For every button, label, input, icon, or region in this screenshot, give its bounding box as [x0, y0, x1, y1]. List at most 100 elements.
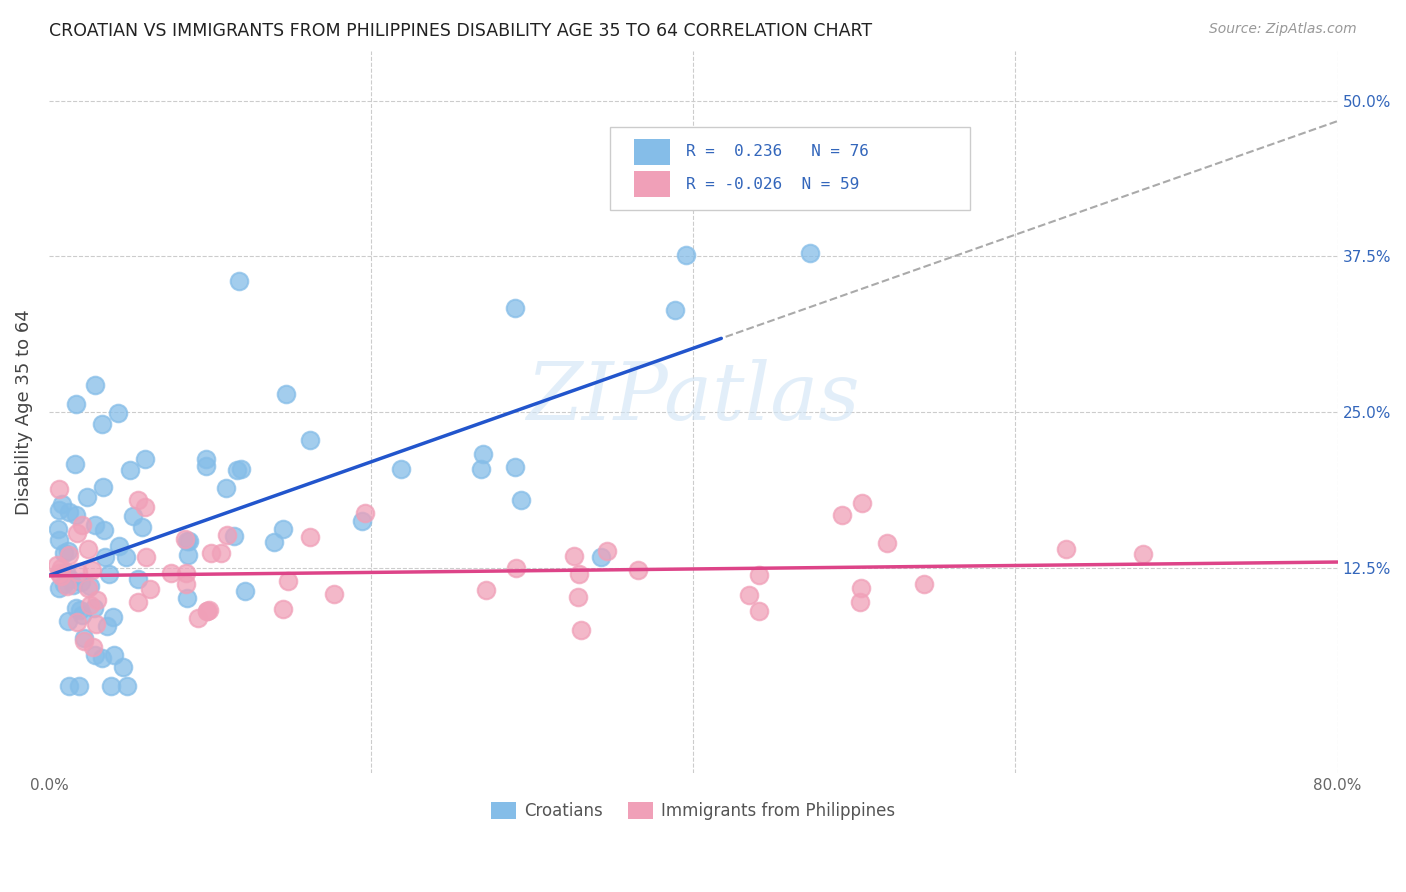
Point — [70, 518, 93, 533]
Point — [675, 248, 697, 262]
Point — [108, 539, 131, 553]
Point — [79, 598, 101, 612]
Point — [83, 600, 105, 615]
Point — [470, 462, 492, 476]
Point — [121, 509, 143, 524]
Point — [82, 640, 104, 654]
Point — [176, 533, 198, 548]
Text: R = -0.026  N = 59: R = -0.026 N = 59 — [686, 177, 859, 192]
Point — [748, 603, 770, 617]
Point — [62, 578, 84, 592]
Point — [209, 545, 232, 559]
Point — [200, 546, 222, 560]
Point — [134, 451, 156, 466]
Point — [80, 563, 103, 577]
Point — [173, 533, 195, 547]
Point — [83, 518, 105, 533]
Point — [48, 503, 70, 517]
Point — [115, 679, 138, 693]
FancyBboxPatch shape — [634, 139, 671, 165]
Point — [831, 508, 853, 522]
Point — [79, 579, 101, 593]
Point — [73, 633, 96, 648]
Point — [103, 610, 125, 624]
Point — [111, 660, 134, 674]
Point — [46, 558, 69, 572]
Point — [84, 378, 107, 392]
Point — [503, 460, 526, 475]
Point — [229, 461, 252, 475]
Point — [72, 631, 94, 645]
Point — [298, 433, 321, 447]
Point — [134, 500, 156, 514]
Point — [84, 617, 107, 632]
Point — [90, 417, 112, 432]
Point — [135, 550, 157, 565]
Point — [131, 520, 153, 534]
Point — [472, 447, 495, 461]
Point — [48, 482, 70, 496]
Point — [114, 550, 136, 565]
Point — [195, 459, 218, 474]
Point — [195, 452, 218, 467]
Point — [56, 614, 79, 628]
Point — [53, 546, 76, 560]
Point — [322, 587, 344, 601]
Point — [510, 493, 533, 508]
Point — [174, 576, 197, 591]
Point — [65, 601, 87, 615]
Point — [67, 679, 90, 693]
Point — [118, 463, 141, 477]
Point — [298, 530, 321, 544]
Point — [664, 303, 686, 318]
Text: R =  0.236   N = 76: R = 0.236 N = 76 — [686, 145, 869, 160]
Y-axis label: Disability Age 35 to 64: Disability Age 35 to 64 — [15, 310, 32, 515]
Point — [59, 572, 82, 586]
Point — [77, 581, 100, 595]
Point — [127, 573, 149, 587]
Point — [56, 544, 79, 558]
Point — [568, 566, 591, 581]
Point — [1132, 547, 1154, 561]
Point — [912, 577, 935, 591]
Point — [70, 608, 93, 623]
Point — [224, 529, 246, 543]
Point — [849, 582, 872, 596]
Point — [569, 623, 592, 637]
Point — [851, 496, 873, 510]
Point — [217, 528, 239, 542]
Point — [127, 492, 149, 507]
Point — [225, 462, 247, 476]
Point — [98, 567, 121, 582]
Point — [195, 604, 218, 618]
Point — [63, 457, 86, 471]
Point — [67, 566, 90, 580]
Point — [51, 561, 73, 575]
Point — [86, 593, 108, 607]
Legend: Croatians, Immigrants from Philippines: Croatians, Immigrants from Philippines — [485, 795, 903, 827]
Point — [46, 523, 69, 537]
Point — [48, 566, 70, 580]
Point — [176, 591, 198, 606]
FancyBboxPatch shape — [610, 127, 970, 210]
Point — [76, 490, 98, 504]
Point — [65, 508, 87, 523]
Text: ZIPatlas: ZIPatlas — [527, 359, 860, 436]
Point — [55, 566, 77, 580]
Point — [876, 536, 898, 550]
Point — [51, 497, 73, 511]
Text: Source: ZipAtlas.com: Source: ZipAtlas.com — [1209, 22, 1357, 37]
Point — [567, 591, 589, 605]
Point — [91, 651, 114, 665]
Point — [69, 603, 91, 617]
Point — [52, 577, 75, 591]
Point — [56, 578, 79, 592]
Point — [389, 461, 412, 475]
Point — [77, 541, 100, 556]
Point — [271, 601, 294, 615]
Point — [562, 549, 585, 563]
Point — [748, 568, 770, 582]
Point — [66, 526, 89, 541]
Point — [160, 566, 183, 581]
Point — [65, 397, 87, 411]
